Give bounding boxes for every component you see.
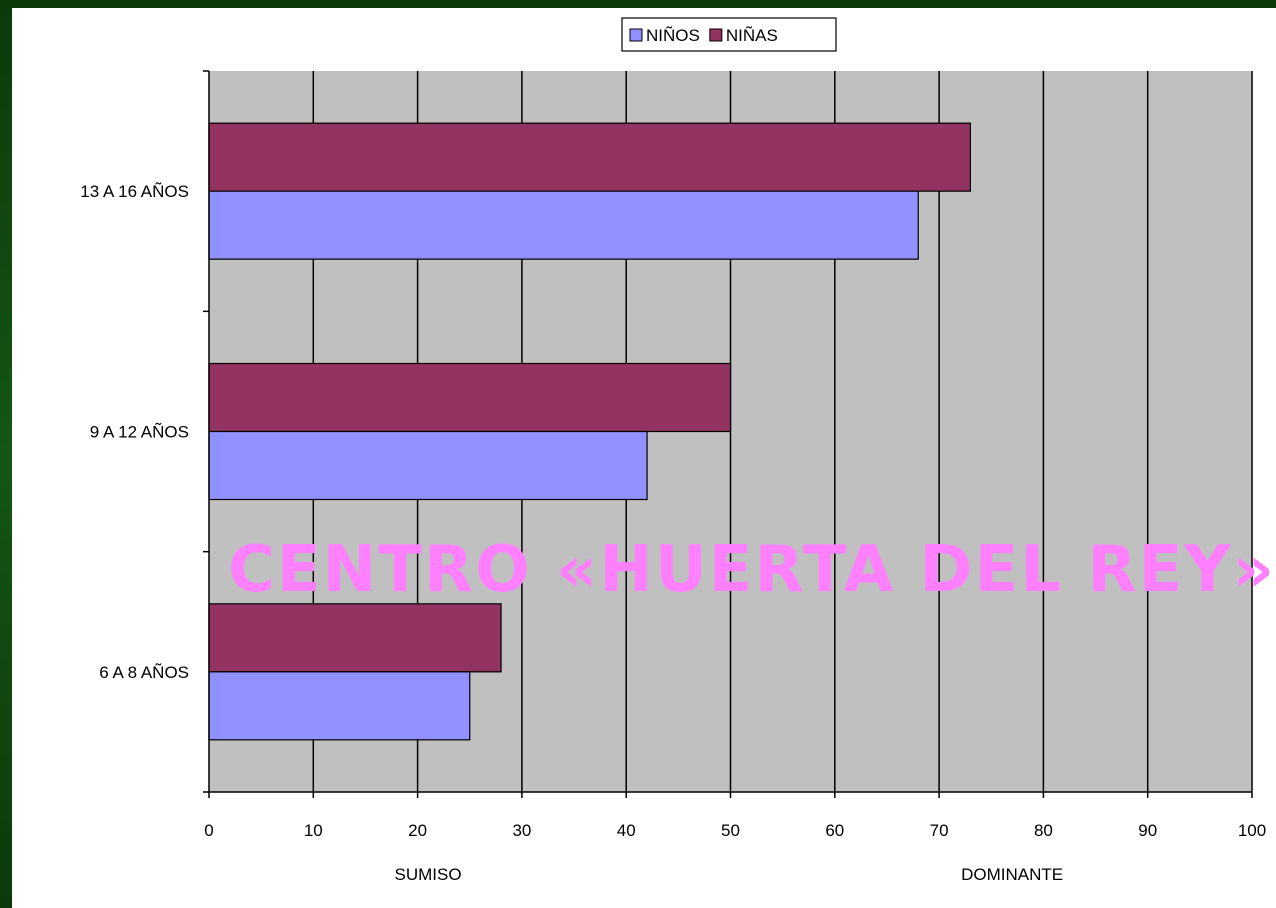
bar-ninas (208, 603, 502, 673)
bar-ninos (208, 430, 648, 501)
y-tick-label: 13 A 16 AÑOS (80, 182, 189, 201)
x-tick-label: 20 (408, 821, 427, 840)
watermark-text: CENTRO «HUERTA DEL REY» (228, 533, 1276, 607)
x-tick-label: 90 (1138, 821, 1157, 840)
x-tick-label: 0 (204, 821, 213, 840)
x-tick-label: 50 (721, 821, 740, 840)
bars (208, 122, 971, 741)
legend-swatch (629, 28, 643, 42)
x-tick-label: 100 (1238, 821, 1266, 840)
y-tick-label: 6 A 8 AÑOS (99, 663, 189, 682)
x-annotation-left: SUMISO (394, 865, 461, 884)
bar-ninos (208, 190, 919, 260)
x-tick-label: 70 (930, 821, 949, 840)
legend-label: NIÑAS (726, 26, 778, 45)
x-tick-label: 80 (1034, 821, 1053, 840)
chart-panel: 13 A 16 AÑOS 9 A 12 AÑOS 6 A 8 AÑOS 0 10 20 30… (12, 8, 1276, 908)
y-tick-label: 9 A 12 AÑOS (90, 423, 189, 442)
x-tick-label: 40 (617, 821, 636, 840)
legend-label: NIÑOS (646, 26, 700, 45)
axes: 13 A 16 AÑOS 9 A 12 AÑOS 6 A 8 AÑOS 0 10 20 30… (80, 70, 1266, 884)
bar-ninas (208, 122, 971, 192)
bar-ninos (208, 671, 471, 741)
bar-chart: 13 A 16 AÑOS 9 A 12 AÑOS 6 A 8 AÑOS 0 10 20 30… (80, 17, 1276, 884)
x-tick-label: 60 (825, 821, 844, 840)
legend-swatch (709, 28, 723, 42)
legend-box (621, 17, 837, 52)
x-annotation-right: DOMINANTE (961, 865, 1063, 884)
bar-ninas (208, 362, 732, 433)
x-tick-label: 30 (512, 821, 531, 840)
x-tick-label: 10 (304, 821, 323, 840)
legend: NIÑOS NIÑAS (621, 17, 837, 52)
